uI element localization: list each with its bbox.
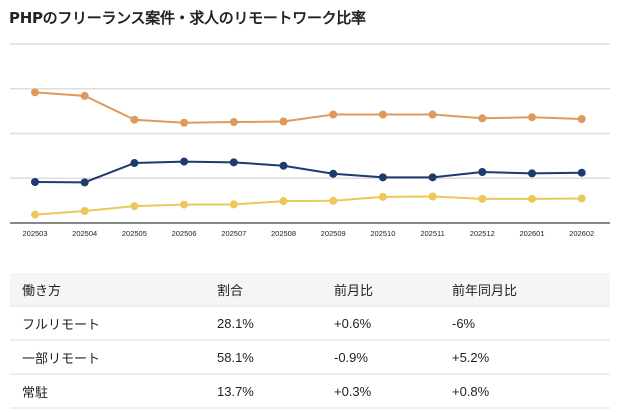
- data-point: [478, 194, 487, 203]
- data-point: [180, 118, 189, 127]
- data-point: [80, 178, 89, 187]
- data-point: [528, 194, 536, 203]
- table-cell: 一部リモート: [10, 340, 217, 375]
- chart-title: PHPのフリーランス案件・求人のリモートワーク比率: [9, 9, 366, 27]
- series-line-2: [34, 195, 582, 216]
- data-point: [329, 196, 338, 205]
- table-cell: 13.7%: [217, 374, 334, 409]
- data-point: [329, 110, 338, 119]
- data-point: [528, 169, 536, 178]
- table-cell: 常駐: [10, 374, 217, 409]
- x-tick-label: 202505: [122, 229, 147, 238]
- data-point: [577, 168, 586, 177]
- data-point: [31, 210, 39, 219]
- table-row: 常駐 13.7% +0.3% +0.8%: [10, 374, 610, 409]
- table-cell: フルリモート: [10, 306, 217, 341]
- x-tick-label: 202503: [22, 229, 47, 238]
- data-point: [130, 202, 139, 211]
- x-tick-label: 202510: [370, 229, 395, 238]
- data-point: [428, 192, 437, 201]
- table-header-row: 働き方 割合 前月比 前年同月比: [10, 273, 610, 307]
- series-line-0: [34, 91, 582, 124]
- data-point: [378, 192, 387, 201]
- x-tick-label: 202511: [420, 229, 444, 238]
- line-chart: 202503 202504 202505 202506 202507 202508 2025…: [10, 43, 610, 238]
- data-point: [130, 159, 139, 168]
- table-cell: +5.2%: [452, 340, 610, 375]
- data-point: [31, 88, 39, 97]
- data-point: [180, 157, 189, 166]
- data-point: [279, 117, 288, 126]
- data-point: [130, 115, 139, 124]
- x-tick-label: 202512: [470, 229, 495, 238]
- data-point: [528, 113, 536, 122]
- data-point: [229, 118, 238, 127]
- data-point: [577, 115, 586, 124]
- x-tick-label: 202602: [569, 229, 594, 238]
- table-row: フルリモート 28.1% +0.6% -6%: [10, 306, 610, 341]
- x-tick-label: 202601: [519, 229, 544, 238]
- remote-ratio-table: 働き方 割合 前月比 前年同月比 フルリモート 28.1% +0.6% -6% …: [10, 273, 610, 409]
- table-cell: +0.8%: [452, 374, 610, 409]
- column-header: 働き方: [10, 273, 217, 307]
- data-point: [279, 161, 288, 170]
- table-cell: +0.3%: [334, 374, 452, 409]
- column-header: 割合: [217, 273, 334, 307]
- table-cell: -6%: [452, 306, 610, 341]
- x-tick-label: 202506: [172, 229, 197, 238]
- data-point: [428, 173, 437, 182]
- column-header: 前年同月比: [452, 273, 610, 307]
- series-line-1: [34, 160, 582, 184]
- data-point: [229, 200, 238, 209]
- data-point: [478, 167, 487, 176]
- table-cell: -0.9%: [334, 340, 452, 375]
- data-point: [329, 169, 338, 178]
- data-point: [229, 158, 238, 167]
- data-point: [428, 110, 437, 119]
- data-point: [31, 178, 39, 187]
- table-cell: 28.1%: [217, 306, 334, 341]
- data-point: [80, 91, 89, 100]
- data-point: [577, 194, 586, 203]
- data-point: [279, 197, 288, 206]
- data-point: [378, 110, 387, 119]
- x-tick-label: 202507: [221, 229, 246, 238]
- data-point: [180, 200, 189, 209]
- data-point: [80, 207, 89, 216]
- table-row: 一部リモート 58.1% -0.9% +5.2%: [10, 340, 610, 375]
- x-tick-label: 202504: [72, 229, 97, 238]
- x-tick-label: 202508: [271, 229, 296, 238]
- data-point: [378, 173, 387, 182]
- table-cell: 58.1%: [217, 340, 334, 375]
- data-point: [478, 114, 487, 123]
- x-tick-label: 202509: [321, 229, 346, 238]
- table-cell: +0.6%: [334, 306, 452, 341]
- column-header: 前月比: [334, 273, 452, 307]
